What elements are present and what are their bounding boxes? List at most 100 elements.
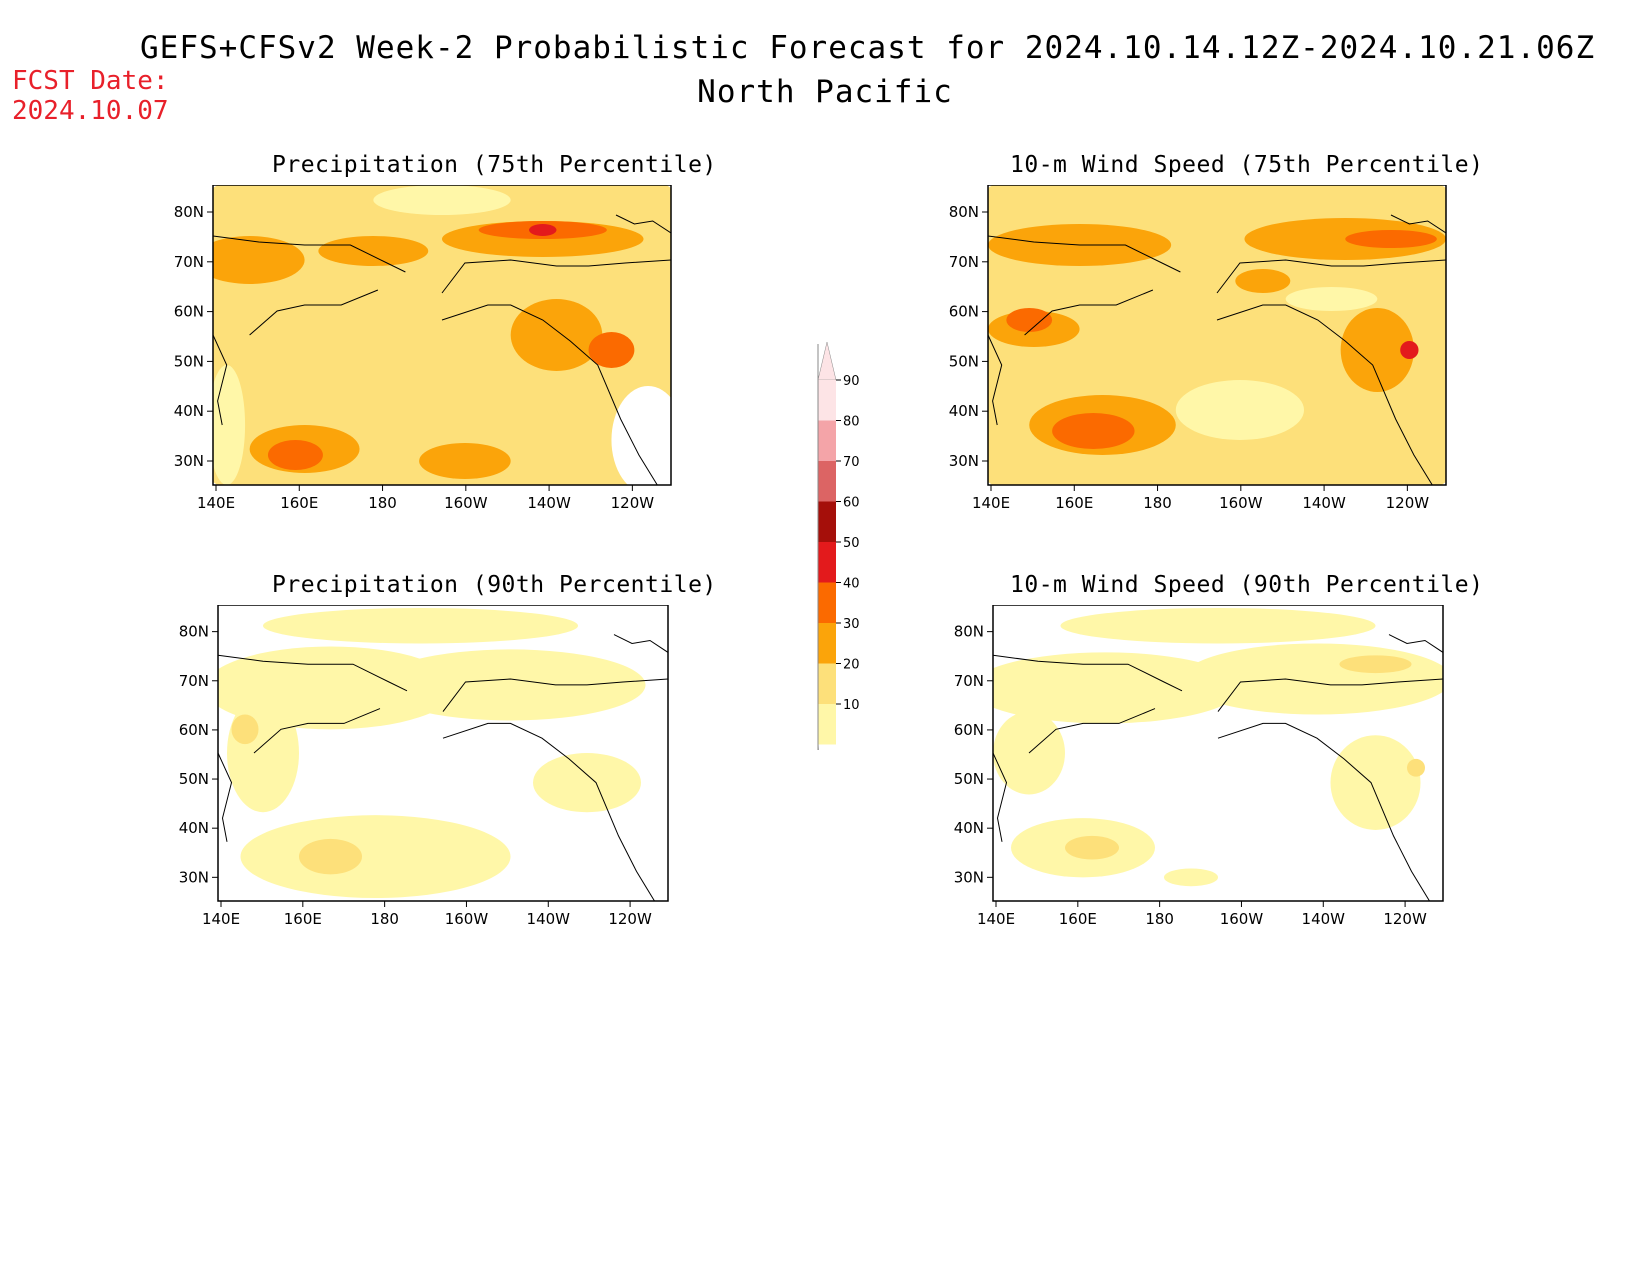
coastline: [218, 752, 233, 842]
fcst-date-label: FCST Date:: [12, 66, 169, 96]
lat-label: 50N: [179, 770, 209, 788]
coastline: [993, 654, 1183, 692]
lon-label: 140W: [1302, 910, 1346, 928]
map-frame: [992, 605, 1444, 902]
map-precip-75: 140E 160E 180 160W 140W 120W 80N 70N 60N 50N 40N 30…: [174, 185, 672, 512]
probability-region: [1065, 835, 1119, 860]
probability-region: [1164, 868, 1218, 887]
lon-label: 120W: [608, 910, 652, 928]
probability-region: [299, 838, 362, 875]
coastline: [1388, 634, 1443, 653]
lat-label: 50N: [954, 770, 984, 788]
probability-region: [213, 185, 671, 485]
map-wind-75: 140E 160E 180 160W 140W 120W 80N 70N 60N 50N 40N 30…: [949, 185, 1447, 512]
coastline: [1216, 304, 1433, 485]
map-frame: [212, 185, 672, 486]
coastline: [988, 235, 1181, 273]
probability-region: [1175, 380, 1305, 440]
probability-region: [1340, 308, 1414, 392]
coastline: [213, 334, 228, 426]
probability-region: [529, 224, 557, 236]
lat-label: 40N: [949, 402, 979, 420]
shaded-probability-field: [218, 605, 668, 901]
colorbar-label: 50: [843, 536, 860, 551]
colorbar-segment: [818, 380, 836, 421]
coastline: [1390, 214, 1446, 234]
coastline: [441, 259, 671, 294]
colorbar-segment: [818, 582, 836, 623]
lat-label: 40N: [174, 402, 204, 420]
shaded-probability-field: [988, 185, 1446, 485]
probability-region: [263, 607, 578, 644]
lon-label: 160E: [1055, 494, 1093, 512]
lat-label: 80N: [174, 203, 204, 221]
lon-label: 160E: [1059, 910, 1097, 928]
probability-region: [213, 236, 305, 284]
lon-label: 140E: [202, 910, 240, 928]
lat-label: 80N: [949, 203, 979, 221]
colorbar-segment: [818, 461, 836, 502]
shaded-probability-field: [213, 185, 671, 485]
lat-label: 60N: [954, 721, 984, 739]
lat-label: 60N: [179, 721, 209, 739]
colorbar-label: 70: [843, 455, 860, 470]
probability-region: [419, 443, 511, 479]
lon-label: 160W: [1220, 910, 1264, 928]
coastline: [442, 722, 655, 901]
lon-label: 160W: [1219, 494, 1263, 512]
probability-region: [588, 332, 635, 368]
lon-label: 180: [370, 910, 399, 928]
probability-region: [318, 236, 429, 266]
coastline: [441, 304, 658, 485]
lat-label: 80N: [954, 623, 984, 641]
coastline: [1217, 722, 1430, 901]
lat-label: 80N: [179, 623, 209, 641]
probability-region: [1345, 230, 1437, 248]
map-wind-90: 140E 160E 180 160W 140W 120W 80N 70N 60N 50N 40N 30…: [954, 605, 1444, 928]
lon-label: 180: [1145, 910, 1174, 928]
coastline: [1217, 678, 1443, 712]
lat-label: 70N: [954, 672, 984, 690]
probability-region: [227, 693, 299, 813]
probability-region: [1330, 735, 1421, 830]
lon-label: 140E: [197, 494, 235, 512]
map-precip-90: 140E 160E 180 160W 140W 120W 80N 70N 60N 50N 40N 30…: [179, 605, 669, 928]
colorbar-segment: [818, 542, 836, 583]
colorbar-label: 40: [843, 577, 860, 592]
coastline: [213, 235, 406, 273]
colorbar-segment: [818, 623, 836, 664]
lon-label: 180: [1143, 494, 1172, 512]
fcst-date-value: 2024.10.07: [12, 96, 169, 126]
lon-label: 160W: [445, 910, 489, 928]
probability-region: [240, 815, 511, 899]
lat-label: 30N: [179, 868, 209, 886]
panel-title-precip-75: Precipitation (75th Percentile): [272, 152, 717, 178]
lon-label: 140W: [1302, 494, 1346, 512]
colorbar-label: 10: [843, 698, 860, 713]
coastline: [993, 752, 1008, 842]
probability-region: [993, 652, 1241, 724]
lat-label: 30N: [949, 452, 979, 470]
coastline: [442, 678, 668, 712]
coastline: [253, 708, 381, 754]
lon-label: 140W: [527, 494, 571, 512]
lon-label: 140W: [527, 910, 571, 928]
lon-label: 120W: [1383, 910, 1427, 928]
lon-label: 120W: [611, 494, 655, 512]
probability-region: [1052, 413, 1135, 449]
probability-region: [1244, 218, 1446, 260]
probability-region: [373, 185, 511, 215]
colorbar-label: 60: [843, 496, 860, 511]
main-title: GEFS+CFSv2 Week-2 Probabilistic Forecast…: [140, 30, 1596, 66]
panel-title-precip-90: Precipitation (90th Percentile): [272, 572, 717, 598]
colorbar-segment: [818, 501, 836, 542]
coastline: [1024, 289, 1154, 336]
coastline: [613, 634, 668, 653]
colorbar-label: 20: [843, 658, 860, 673]
probability-region: [533, 753, 641, 813]
lon-label: 160W: [444, 494, 488, 512]
lat-label: 50N: [949, 352, 979, 370]
lat-label: 60N: [949, 303, 979, 321]
coastline: [1028, 708, 1156, 754]
probability-region: [1235, 269, 1291, 293]
